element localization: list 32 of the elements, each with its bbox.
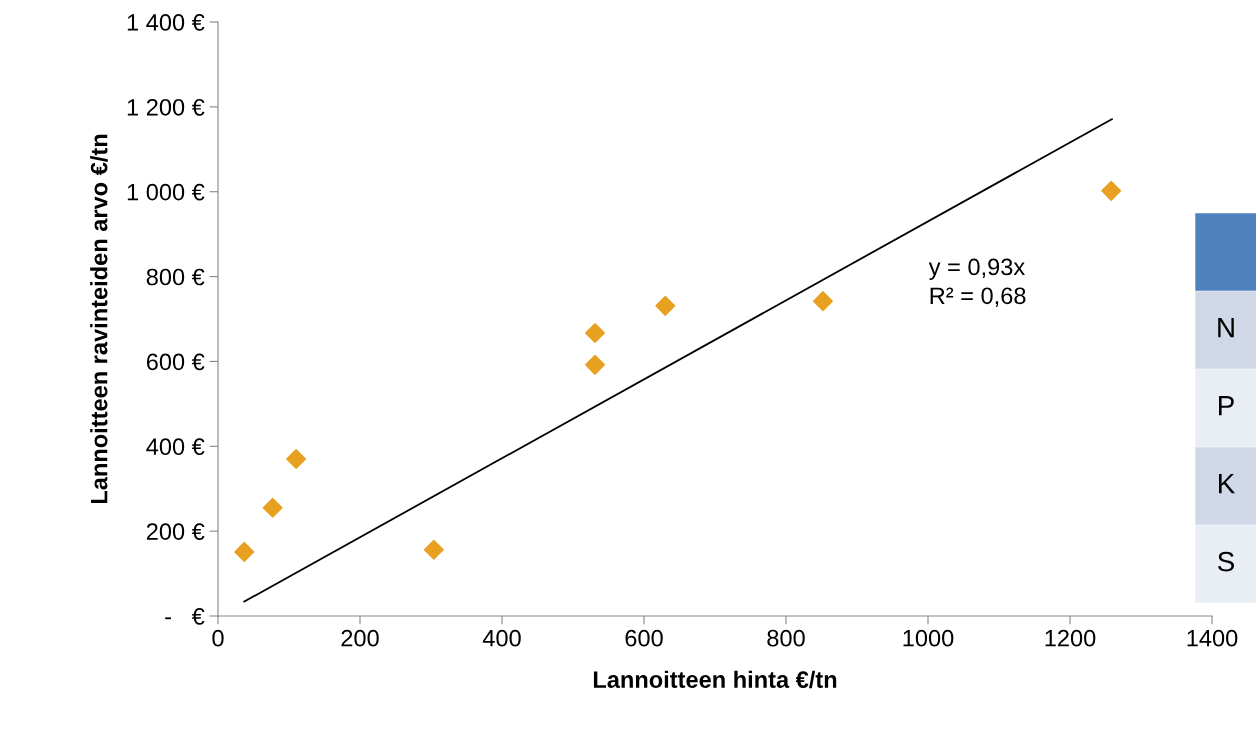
x-axis-title: Lannoitteen hinta €/tn	[593, 670, 837, 689]
y-tick-label: 1 400 €	[127, 14, 205, 31]
y-tick-label: 1 200 €	[127, 98, 205, 116]
point	[584, 354, 606, 375]
text: K	[1219, 474, 1235, 494]
point	[286, 449, 307, 470]
x-tick-label: 0	[212, 629, 224, 647]
text: N	[1218, 318, 1234, 338]
x-tick-label: 1400	[1187, 629, 1238, 647]
x-tick-label: 1000	[903, 629, 954, 647]
x-tick-label: 800	[767, 629, 805, 647]
y-tick-label: 600 €	[146, 353, 205, 371]
y-tick-label: 400 €	[146, 438, 205, 456]
y-tick-label: 1 000 €	[127, 183, 205, 201]
x-tick-label: 400	[482, 629, 521, 647]
text: P	[1219, 396, 1234, 416]
point	[584, 322, 606, 344]
point	[423, 539, 444, 560]
x-tick-label: 200	[341, 629, 379, 647]
text: S	[1218, 551, 1234, 572]
y-tick-label: - €	[165, 608, 205, 625]
point	[234, 541, 255, 562]
y-axis-title: Lannoitteen ravinteiden arvo €/tn	[90, 134, 108, 504]
y-tick-label: 200 €	[146, 523, 205, 540]
point	[812, 291, 833, 312]
point	[655, 295, 676, 316]
point	[1101, 180, 1122, 201]
annotation: y = 0,93x R² = 0,68	[928, 258, 1026, 307]
y-tick-label: 800 €	[146, 268, 205, 286]
x-tick-label: 1200	[1045, 629, 1096, 647]
x-tick-label: 600	[625, 629, 663, 647]
point	[262, 497, 283, 518]
